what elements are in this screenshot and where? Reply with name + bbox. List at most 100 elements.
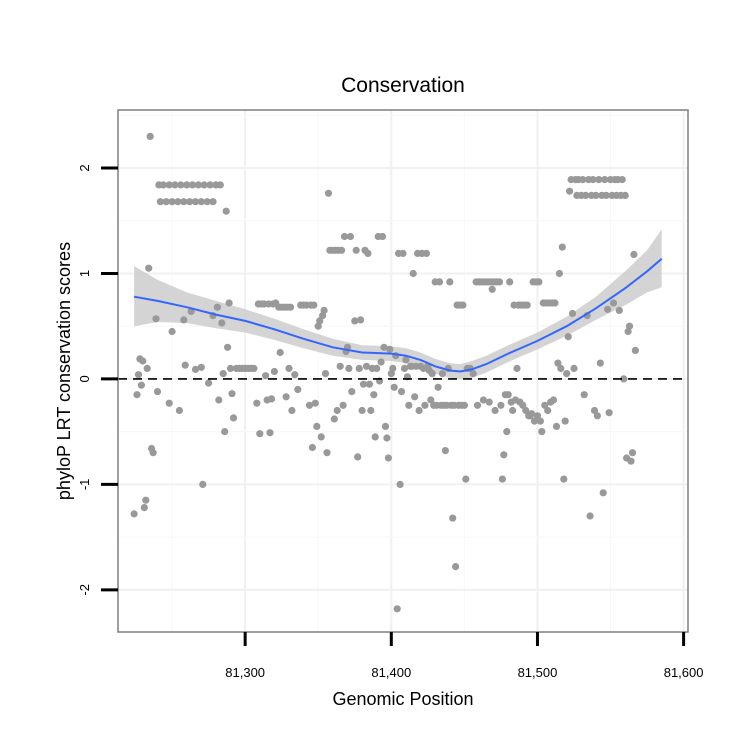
data-point [345,364,353,372]
data-point [218,319,226,327]
data-point [262,372,270,380]
data-point [152,315,160,323]
data-point [225,299,233,307]
data-point [219,370,227,378]
data-point [530,417,539,425]
data-point [498,475,506,483]
x-axis-title: Genomic Position [332,689,473,709]
data-point [134,371,143,379]
data-point [485,398,493,406]
data-point [377,358,385,366]
data-point [558,243,566,251]
data-point [609,299,618,307]
data-point [561,417,569,425]
data-point [171,181,179,189]
data-point [226,364,235,372]
data-point [381,422,390,430]
data-point [348,388,356,396]
data-point [370,391,378,399]
data-point [563,370,571,378]
data-point [186,198,194,206]
data-point [139,357,147,365]
data-point [397,388,406,396]
data-point [586,512,594,520]
data-point [133,391,141,399]
data-point [479,396,487,404]
plot-border [117,109,689,633]
data-point [592,191,600,199]
data-point [266,429,274,437]
data-point [460,401,468,409]
data-point [197,363,205,371]
data-point [209,198,217,206]
data-point [194,181,202,189]
data-point [146,132,154,140]
y-tick-label: 2 [77,164,92,171]
data-point [435,278,444,286]
data-point [153,388,162,396]
data-point [560,475,568,483]
data-point [362,362,371,370]
data-point [396,480,404,488]
data-point [446,278,454,286]
data-point [137,381,145,389]
data-point [168,327,176,336]
data-point [367,406,375,415]
data-point [580,391,588,399]
data-point [364,249,372,257]
data-point [402,356,410,364]
data-point [536,417,545,425]
data-point [601,176,609,184]
data-point [500,451,508,459]
data-point [620,375,628,383]
data-point [371,433,379,441]
data-point [149,449,157,457]
data-point [228,390,236,398]
data-point [523,301,531,309]
data-point [415,406,423,415]
data-point [393,605,401,613]
data-point [191,365,200,373]
y-tick-label: -2 [77,584,92,596]
data-point [168,198,176,206]
data-point [434,383,442,391]
data-point [508,406,517,415]
data-point [488,285,496,293]
data-point [596,359,604,367]
data-point [428,370,436,378]
data-point [570,364,578,372]
data-point [142,496,150,504]
data-point [338,246,346,254]
data-point [630,250,638,259]
data-point [384,454,392,462]
data-point [627,457,635,465]
data-point [165,181,173,189]
data-point [270,367,278,376]
data-point [333,406,341,415]
data-point [506,278,514,286]
data-point [159,181,167,189]
data-point [285,364,293,372]
data-point [400,364,409,372]
data-point [628,449,637,457]
data-point [469,370,477,378]
data-point [595,176,603,184]
data-point [441,447,449,455]
data-point [555,269,564,278]
data-point [340,232,349,241]
data-point [549,396,558,404]
data-point [162,198,170,206]
data-point [513,364,521,372]
data-point [411,393,419,401]
data-point [288,406,296,415]
data-point [203,198,211,206]
data-point [174,198,182,206]
data-point [582,191,590,199]
data-point [199,480,207,488]
y-axis: -2 -1 0 1 2 [77,164,118,596]
data-point [286,303,295,311]
data-point [519,401,527,409]
data-point [358,406,366,415]
data-point [310,301,318,309]
data-point [554,359,562,367]
